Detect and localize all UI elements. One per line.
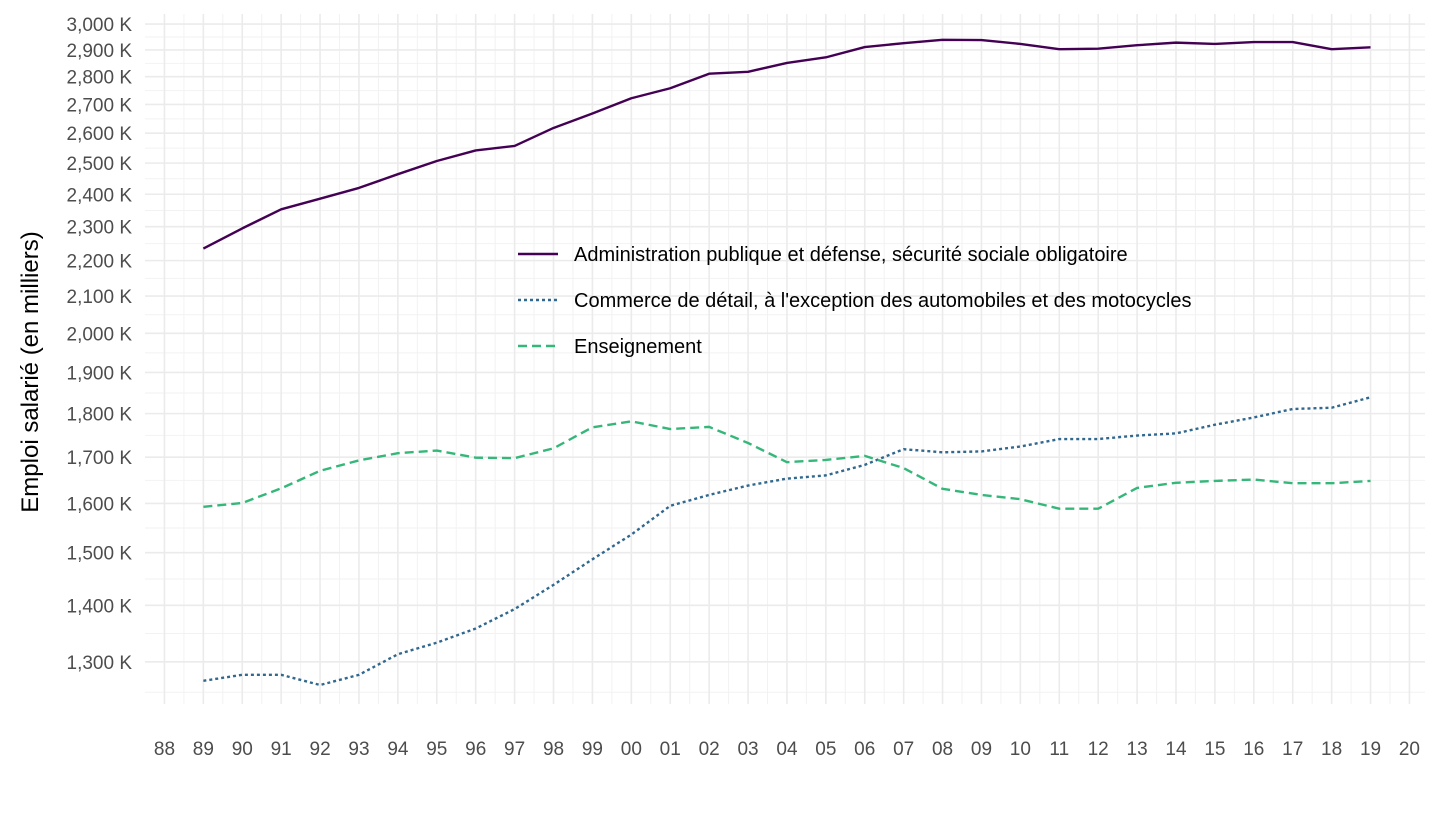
axis-tick-labels: 88 89 90 91 92 93 94 95 96 97 98 99 00 01 02 03 04 05 06 07…: [67, 15, 1421, 760]
series-lines: [202, 38, 1371, 687]
series-line-3: [203, 420, 1371, 510]
y-tick-label: 1,700 K: [67, 448, 133, 469]
y-tick-label: 2,800 K: [67, 68, 133, 89]
y-tick-label: 2,100 K: [67, 287, 133, 308]
y-tick-label: 2,400 K: [67, 185, 133, 206]
y-tick-label: 2,600 K: [67, 124, 133, 145]
x-tick-label: 96: [465, 739, 486, 760]
y-tick-label: 1,400 K: [67, 596, 133, 617]
y-tick-label: 2,000 K: [67, 324, 133, 345]
y-tick-label: 1,500 K: [67, 544, 133, 565]
x-tick-label: 91: [271, 739, 292, 760]
x-tick-label: 13: [1127, 739, 1148, 760]
x-tick-label: 12: [1088, 739, 1109, 760]
x-tick-label: 88: [154, 739, 175, 760]
x-tick-label: 03: [737, 739, 758, 760]
x-tick-label: 19: [1360, 739, 1381, 760]
legend: Administration publique et défense, sécu…: [518, 244, 1191, 358]
x-tick-label: 99: [582, 739, 603, 760]
x-tick-label: 95: [426, 739, 447, 760]
x-tick-label: 10: [1010, 739, 1031, 760]
x-tick-label: 20: [1399, 739, 1420, 760]
y-tick-label: 2,500 K: [67, 154, 133, 175]
y-tick-label: 1,300 K: [67, 653, 133, 674]
x-tick-label: 18: [1321, 739, 1342, 760]
y-tick-label: 1,800 K: [67, 405, 133, 426]
legend-label-3: Enseignement: [574, 336, 702, 358]
y-tick-label: 2,900 K: [67, 41, 133, 62]
legend-label-2: Commerce de détail, à l'exception des au…: [574, 290, 1191, 312]
x-tick-label: 04: [776, 739, 798, 760]
y-tick-label: 2,700 K: [67, 95, 133, 116]
x-tick-label: 97: [504, 739, 525, 760]
x-tick-label: 00: [621, 739, 642, 760]
x-tick-label: 15: [1204, 739, 1225, 760]
y-tick-label: 2,300 K: [67, 218, 133, 239]
x-tick-label: 11: [1049, 739, 1069, 760]
legend-label-1: Administration publique et défense, sécu…: [574, 244, 1128, 266]
y-tick-label: 3,000 K: [67, 15, 133, 36]
x-tick-label: 16: [1243, 739, 1264, 760]
x-tick-label: 05: [815, 739, 836, 760]
x-tick-label: 93: [348, 739, 369, 760]
x-tick-label: 01: [660, 739, 681, 760]
x-tick-label: 06: [854, 739, 875, 760]
x-tick-label: 02: [699, 739, 720, 760]
x-tick-label: 98: [543, 739, 564, 760]
x-tick-label: 94: [387, 739, 409, 760]
y-axis-label: Emploi salarié (en milliers): [17, 231, 44, 512]
x-tick-label: 89: [193, 739, 214, 760]
series-line-1: [202, 38, 1371, 250]
y-tick-label: 2,200 K: [67, 252, 133, 273]
y-tick-label: 1,600 K: [67, 494, 133, 515]
x-tick-label: 92: [310, 739, 331, 760]
y-tick-label: 1,900 K: [67, 363, 133, 384]
x-tick-label: 09: [971, 739, 992, 760]
x-tick-label: 07: [893, 739, 914, 760]
x-tick-label: 14: [1165, 739, 1187, 760]
x-tick-label: 08: [932, 739, 953, 760]
x-tick-label: 17: [1282, 739, 1303, 760]
x-tick-label: 90: [232, 739, 253, 760]
